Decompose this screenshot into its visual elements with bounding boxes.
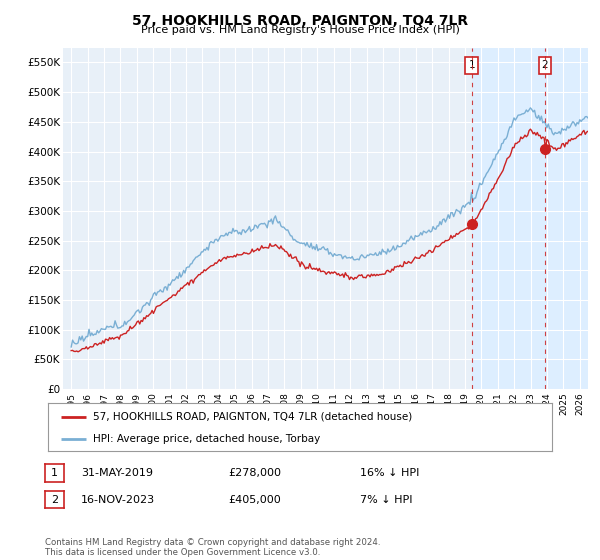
Bar [545,48,588,389]
Bar [472,48,545,389]
Text: £405,000: £405,000 [228,494,281,505]
Text: 2: 2 [542,60,548,71]
Text: HPI: Average price, detached house, Torbay: HPI: Average price, detached house, Torb… [94,434,320,444]
Text: 31-MAY-2019: 31-MAY-2019 [81,468,153,478]
Text: 57, HOOKHILLS ROAD, PAIGNTON, TQ4 7LR (detached house): 57, HOOKHILLS ROAD, PAIGNTON, TQ4 7LR (d… [94,412,413,422]
Text: 1: 1 [51,468,58,478]
Text: 16-NOV-2023: 16-NOV-2023 [81,494,155,505]
Text: Price paid vs. HM Land Registry's House Price Index (HPI): Price paid vs. HM Land Registry's House … [140,25,460,35]
Text: 2: 2 [51,494,58,505]
Text: £278,000: £278,000 [228,468,281,478]
Text: 57, HOOKHILLS ROAD, PAIGNTON, TQ4 7LR: 57, HOOKHILLS ROAD, PAIGNTON, TQ4 7LR [132,14,468,28]
Text: 16% ↓ HPI: 16% ↓ HPI [360,468,419,478]
Text: 7% ↓ HPI: 7% ↓ HPI [360,494,413,505]
Text: Contains HM Land Registry data © Crown copyright and database right 2024.
This d: Contains HM Land Registry data © Crown c… [45,538,380,557]
Text: 1: 1 [469,60,475,71]
